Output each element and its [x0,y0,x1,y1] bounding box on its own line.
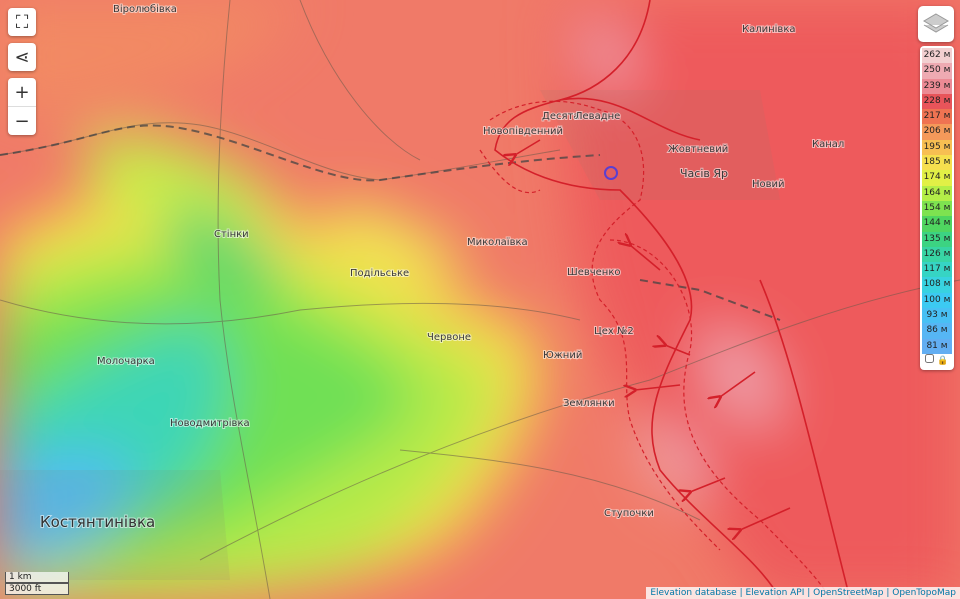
fullscreen-button[interactable]: ⛶ [8,8,36,36]
place-label: Цех №2 [594,326,634,337]
layers-button[interactable] [918,6,954,42]
scale-bar: 1 km 3000 ft [5,572,69,595]
place-label: Десята [542,111,579,122]
legend-entry: 217 м [922,109,952,125]
place-label: Левадне [575,111,620,122]
legend-entry: 108 м [922,277,952,293]
attribution[interactable]: Elevation database | Elevation API | Ope… [646,587,960,599]
place-label: Новодмитрівка [170,417,250,429]
zoom-in[interactable]: + [14,81,30,103]
legend-entry: 154 м [922,200,952,217]
scale-imperial: 3000 ft [5,583,69,595]
settlements [0,90,780,580]
place-label: Жовтневий [668,144,728,155]
front-dashed [479,100,831,599]
zoom-control: + − [8,78,36,135]
place-label: Землянки [563,398,615,409]
legend-entry: 100 м [922,292,952,309]
legend-entry: 185 м [922,155,952,171]
place-label: Молочарка [97,356,155,367]
legend-entry: 228 м [922,93,952,110]
scale-metric: 1 km [5,572,69,583]
legend-entry: 144 м [922,216,952,232]
legend-items: 262 м 250 м 239 м 228 м 217 м 206 м 195 м 185 м… [920,48,954,354]
place-label: Южний [543,350,582,361]
place-label: Новий [752,179,785,190]
place-labels: Віролюбівка Калинівка Десята Левадне Нов… [39,2,845,532]
legend-controls: 🔒 [920,353,954,368]
legend-entry: 174 м [922,170,952,186]
place-label: Ступочки [604,508,654,519]
place-label: Костянтинівка [40,513,155,531]
legend-entry: 195 м [922,139,952,156]
place-label: Віролюбівка [113,3,177,15]
place-label: Шевченко [567,267,621,278]
place-label: Стінки [214,228,249,240]
legend-entry: 117 м [922,262,952,278]
legend-entry: 164 м [922,185,952,201]
attack-arrows [515,139,791,530]
marker [604,166,618,180]
layers-icon [923,13,949,33]
zoom-out[interactable]: − [8,106,36,135]
legend-checkbox[interactable] [925,353,935,363]
share-button[interactable]: ⋖ [8,43,36,71]
place-label: Новопівденний [483,125,563,137]
legend-entry: 262 м [922,48,952,64]
legend-entry: 239 м [922,78,952,94]
legend-entry: 135 м [922,231,952,247]
elevation-legend: 262 м 250 м 239 м 228 м 217 м 206 м 195 м 185 м… [920,46,954,370]
railway [0,124,601,182]
legend-entry: 86 м [922,323,952,339]
place-label: Канал [812,139,844,150]
place-label: Подільське [350,267,409,279]
place-label: Калинівка [742,23,796,35]
place-label: Миколаївка [467,237,528,248]
legend-entry: 126 м [922,246,952,263]
legend-entry: 206 м [922,124,952,140]
legend-entry: 81 м [922,338,952,354]
railway [639,279,781,321]
legend-entry: 93 м [922,308,952,324]
place-label: Червоне [427,332,471,343]
legend-entry: 250 м [922,63,952,79]
place-label: Часів Яр [680,167,728,180]
